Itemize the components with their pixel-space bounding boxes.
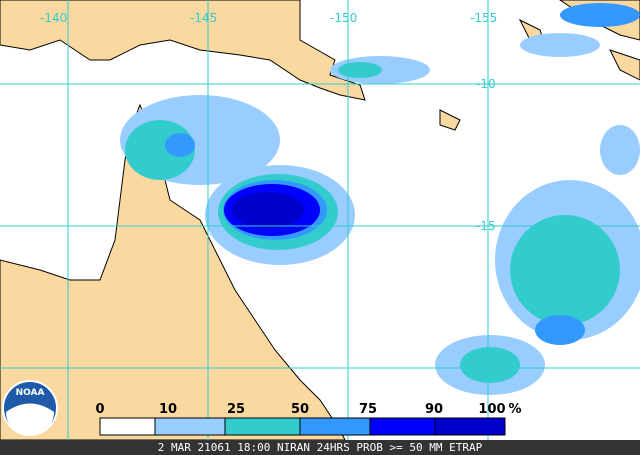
noaa-logo: NOAA bbox=[2, 380, 58, 436]
colorbar-label: 75 bbox=[359, 402, 377, 417]
lat-label: -10 bbox=[476, 77, 496, 91]
lat-label: -15 bbox=[476, 219, 496, 233]
colorbar-unit: % bbox=[508, 402, 521, 417]
caption-bar bbox=[0, 440, 640, 455]
precip-areas bbox=[120, 3, 640, 395]
lon-label: -145 bbox=[190, 11, 217, 25]
caption: 2 MAR 21061 18:00 NIRAN 24HRS PROB >= 50… bbox=[158, 441, 483, 454]
lat-label: -20 bbox=[476, 367, 496, 381]
colorbar-label: 100 bbox=[478, 402, 505, 417]
colorbar-label: 10 bbox=[159, 402, 177, 417]
graticule bbox=[0, 0, 640, 440]
colorbar-label: 90 bbox=[425, 402, 443, 417]
lon-label: -150 bbox=[330, 11, 357, 25]
colorbar-label: 25 bbox=[227, 402, 245, 417]
lon-label: -140 bbox=[40, 11, 67, 25]
colorbar-label: 50 bbox=[291, 402, 309, 417]
colorbar bbox=[99, 417, 506, 436]
land bbox=[0, 0, 640, 441]
lon-label: -155 bbox=[470, 11, 497, 25]
colorbar-label: 0 bbox=[95, 402, 104, 417]
colorbar-labels: 0 10 25 50 75 90 100 % bbox=[95, 402, 521, 417]
labels: -140 -145 -150 -155 -10 -15 -20 bbox=[40, 11, 497, 381]
logo-text: NOAA bbox=[16, 388, 45, 398]
